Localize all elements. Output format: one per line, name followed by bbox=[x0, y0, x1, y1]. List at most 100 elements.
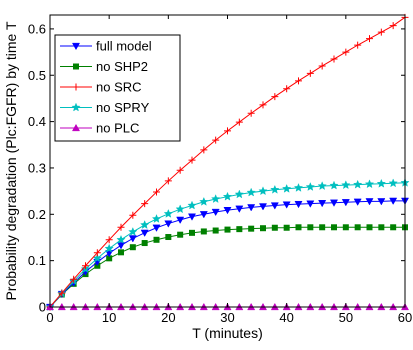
data-point-marker bbox=[116, 234, 126, 244]
legend-label: no SRC bbox=[96, 80, 142, 95]
series-no-src bbox=[46, 13, 409, 311]
data-point-marker bbox=[389, 22, 397, 30]
data-point-marker bbox=[354, 41, 362, 49]
y-axis-label: Probability degradation (Plc:FGFR) by ti… bbox=[3, 21, 19, 301]
legend-label: no PLC bbox=[96, 121, 139, 136]
data-point-marker bbox=[235, 118, 243, 126]
data-point-marker bbox=[128, 235, 137, 243]
data-point-marker bbox=[329, 199, 339, 207]
legend-entry: no PLC bbox=[60, 121, 139, 136]
legend-label: full model bbox=[96, 39, 152, 54]
data-point-marker bbox=[246, 187, 256, 197]
data-point-marker bbox=[234, 189, 244, 199]
data-point-marker bbox=[364, 179, 375, 189]
data-point-marker bbox=[365, 198, 374, 206]
data-point-marker bbox=[305, 182, 315, 191]
data-point-marker bbox=[295, 77, 302, 85]
data-point-marker bbox=[165, 234, 172, 241]
x-tick-label: 50 bbox=[339, 310, 353, 325]
data-point-marker bbox=[104, 243, 114, 253]
data-point-marker bbox=[330, 55, 338, 63]
data-point-marker bbox=[140, 220, 150, 229]
x-tick-label: 60 bbox=[398, 310, 412, 325]
x-axis-label: T (minutes) bbox=[192, 325, 263, 341]
data-point-marker bbox=[353, 198, 362, 206]
data-point-marker bbox=[164, 177, 172, 185]
data-point-marker bbox=[366, 35, 373, 43]
data-point-marker bbox=[376, 178, 386, 188]
data-point-marker bbox=[224, 127, 231, 135]
data-point-marker bbox=[270, 184, 280, 194]
data-point-marker bbox=[117, 223, 125, 231]
data-point-marker bbox=[163, 209, 173, 218]
data-point-marker bbox=[248, 225, 255, 232]
series-no-spry bbox=[45, 177, 410, 311]
data-point-marker bbox=[129, 244, 136, 251]
data-point-marker bbox=[105, 236, 113, 244]
data-point-marker bbox=[164, 220, 173, 228]
data-point-marker bbox=[247, 204, 256, 212]
data-point-marker bbox=[258, 203, 268, 211]
data-point-marker bbox=[341, 199, 350, 207]
data-point-marker bbox=[72, 83, 80, 91]
data-point-marker bbox=[354, 224, 361, 231]
legend: full model no SHP2 no SRC no SPRY no PLC bbox=[54, 34, 181, 142]
data-point-marker bbox=[212, 136, 220, 144]
data-point-marker bbox=[199, 196, 209, 206]
data-point-marker bbox=[141, 240, 148, 247]
data-point-marker bbox=[175, 204, 185, 214]
legend-entry: full model bbox=[60, 39, 152, 54]
data-point-marker bbox=[378, 224, 385, 231]
data-point-marker bbox=[106, 255, 113, 262]
legend-label: no SHP2 bbox=[96, 59, 148, 74]
data-point-marker bbox=[283, 224, 290, 231]
data-point-marker bbox=[212, 227, 219, 234]
data-point-marker bbox=[176, 216, 185, 224]
data-point-marker bbox=[176, 166, 184, 174]
data-point-marker bbox=[236, 226, 243, 233]
data-point-marker bbox=[235, 205, 244, 213]
data-point-marker bbox=[294, 200, 303, 209]
data-point-marker bbox=[151, 214, 162, 223]
data-point-marker bbox=[73, 63, 79, 70]
x-tick-label: 20 bbox=[161, 310, 175, 325]
data-point-marker bbox=[331, 224, 337, 231]
data-point-marker bbox=[177, 231, 184, 238]
data-point-marker bbox=[282, 201, 291, 209]
data-point-marker bbox=[390, 224, 397, 231]
legend-entry: no SRC bbox=[60, 80, 142, 95]
data-point-marker bbox=[295, 224, 302, 231]
data-point-marker bbox=[211, 208, 220, 217]
data-point-marker bbox=[71, 42, 81, 51]
data-point-marker bbox=[187, 200, 197, 210]
data-point-marker bbox=[306, 69, 314, 77]
data-point-marker bbox=[341, 180, 351, 190]
x-tick-label: 40 bbox=[279, 310, 293, 325]
data-point-marker bbox=[270, 202, 279, 210]
y-tick-label: 0.3 bbox=[28, 160, 46, 175]
data-point-marker bbox=[247, 109, 255, 117]
data-point-marker bbox=[141, 200, 149, 208]
y-tick-label: 0.4 bbox=[28, 114, 46, 129]
y-tick-label: 0.5 bbox=[28, 68, 46, 83]
data-point-marker bbox=[58, 289, 66, 297]
data-point-marker bbox=[318, 62, 326, 70]
data-point-marker bbox=[306, 200, 315, 208]
data-point-marker bbox=[366, 224, 373, 231]
data-point-marker bbox=[224, 226, 231, 233]
data-point-marker bbox=[187, 213, 197, 221]
data-point-marker bbox=[271, 224, 278, 231]
data-point-marker bbox=[199, 211, 208, 219]
data-point-marker bbox=[92, 253, 102, 263]
data-point-marker bbox=[388, 178, 398, 188]
data-point-marker bbox=[319, 224, 326, 231]
data-point-marker bbox=[93, 249, 101, 257]
data-point-marker bbox=[71, 123, 81, 132]
data-point-marker bbox=[342, 48, 350, 56]
data-point-marker bbox=[283, 85, 291, 93]
x-tick-label: 0 bbox=[46, 310, 53, 325]
data-point-marker bbox=[258, 186, 268, 196]
data-point-marker bbox=[153, 188, 160, 196]
data-point-marker bbox=[293, 183, 304, 192]
